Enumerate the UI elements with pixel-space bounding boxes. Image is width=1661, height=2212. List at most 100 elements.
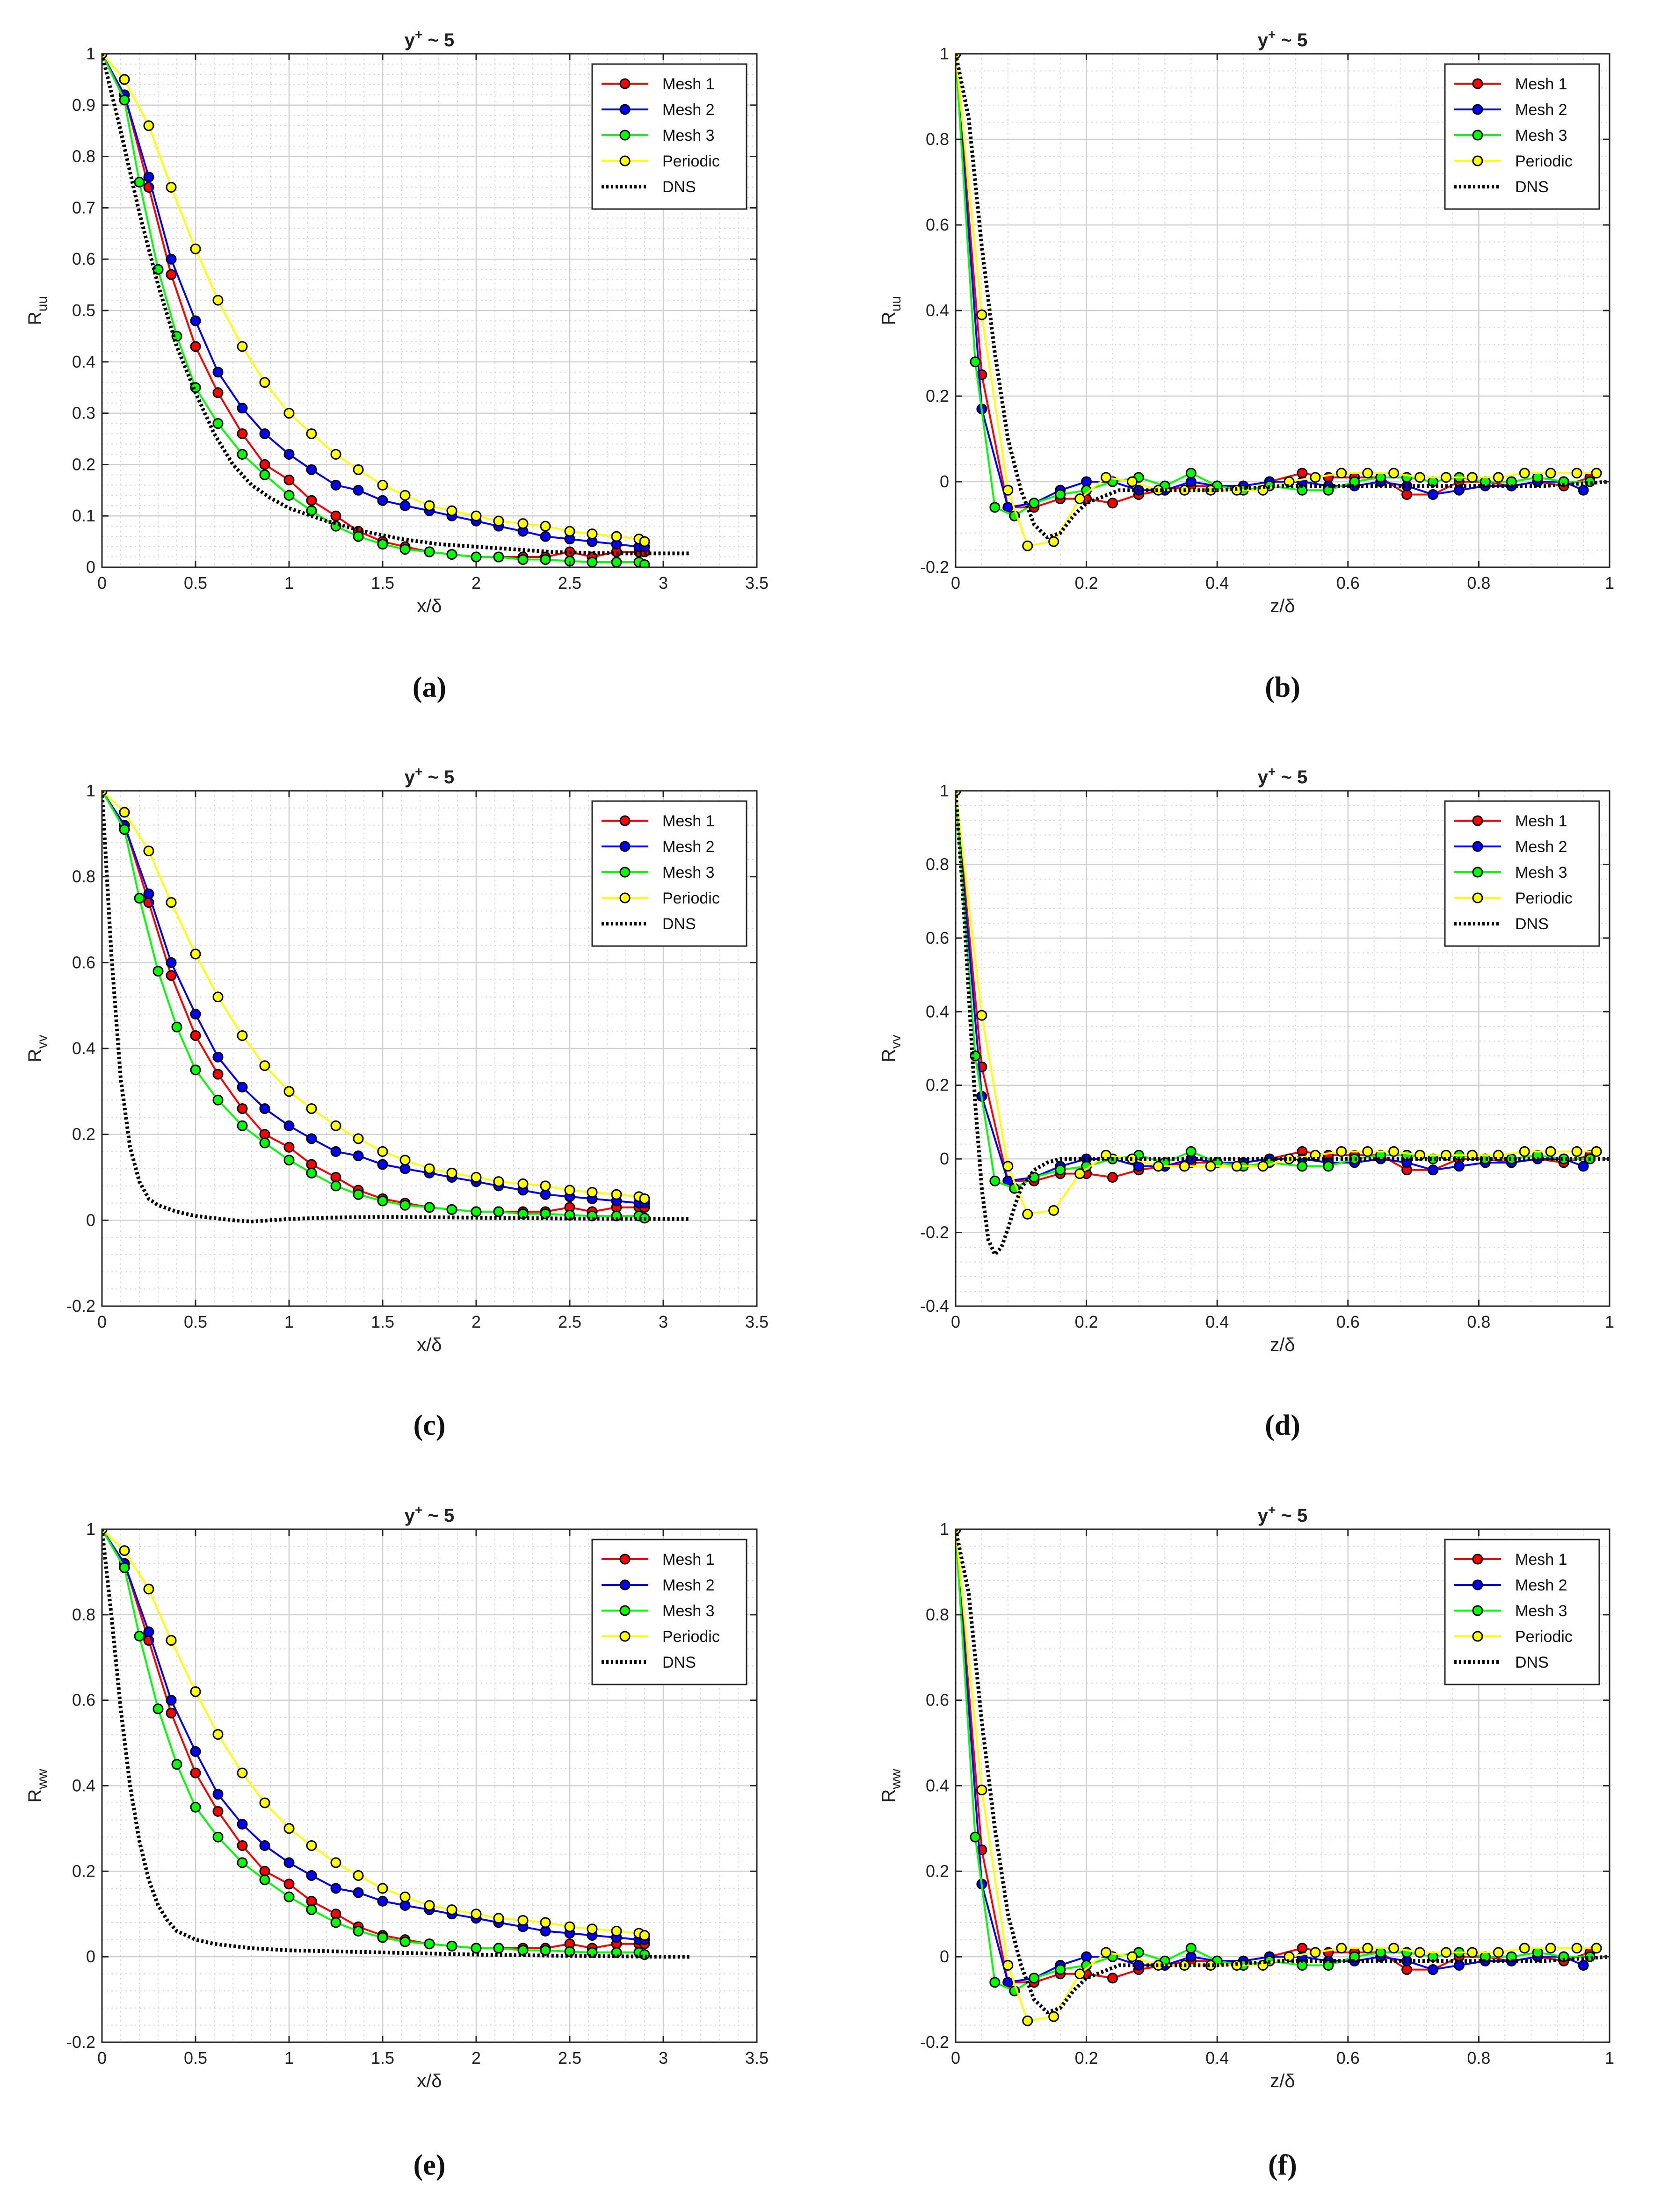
x-tick-label: 0 [951, 1312, 960, 1331]
data-point-periodic [1414, 472, 1426, 483]
data-point-periodic [259, 377, 270, 388]
x-tick-label: 1 [284, 2048, 294, 2067]
x-tick-label: 0.8 [1467, 1312, 1490, 1331]
data-point-periodic [471, 1172, 482, 1183]
legend: Mesh 1 Mesh 2 Mesh 3 Periodic DNS [591, 63, 747, 210]
legend-marker-periodic [619, 1631, 631, 1642]
data-point-periodic [212, 1729, 224, 1740]
legend-marker-mesh-1 [1472, 78, 1483, 89]
y-tick-label: 0 [940, 1149, 949, 1168]
data-point-periodic [540, 520, 551, 532]
data-point-periodic [283, 1823, 295, 1834]
legend-label-mesh-3: Mesh 3 [1515, 864, 1567, 882]
data-point-mesh-3 [1185, 1943, 1197, 1954]
data-point-mesh-3 [212, 1831, 224, 1843]
data-point-mesh-3 [377, 1932, 388, 1943]
data-point-mesh-2 [1428, 1164, 1439, 1176]
data-point-mesh-3 [134, 177, 145, 188]
data-point-periodic [353, 464, 364, 475]
legend-marker-mesh-2 [1472, 1579, 1483, 1590]
data-point-periodic [166, 1635, 177, 1646]
y-tick-label: -0.2 [920, 2032, 949, 2052]
legend-box [1444, 1539, 1600, 1685]
data-point-periodic [1545, 1146, 1556, 1157]
data-point-periodic [330, 1120, 341, 1131]
data-point-periodic [587, 1187, 598, 1198]
data-point-mesh-2 [540, 531, 551, 542]
data-point-mesh-3 [493, 1206, 504, 1217]
y-tick-label: 0.6 [72, 953, 95, 972]
data-point-periodic [1591, 468, 1602, 479]
data-point-mesh-3 [377, 1195, 388, 1207]
legend-label-mesh-1: Mesh 1 [662, 1551, 715, 1569]
data-point-periodic [564, 1185, 575, 1196]
data-point-periodic [471, 510, 482, 521]
chart-title: y+ ~ 5 [1258, 1503, 1307, 1526]
x-tick-label: 0 [97, 1312, 107, 1331]
data-point-mesh-2 [306, 1870, 317, 1881]
data-point-mesh-3 [1323, 1161, 1334, 1172]
series-group [102, 791, 689, 1224]
series-line-dns [102, 1529, 689, 1959]
data-point-periodic [1002, 484, 1014, 496]
panel-caption: (a) [413, 672, 446, 703]
y-tick-label: 0.2 [926, 1861, 949, 1880]
data-point-periodic [1284, 476, 1295, 487]
legend-label-dns: DNS [662, 178, 696, 196]
x-tick-label: 1.5 [371, 1312, 394, 1331]
x-tick-label: 1 [1605, 573, 1614, 593]
data-point-periodic [1022, 540, 1033, 551]
x-tick-label: 1 [284, 1312, 294, 1331]
data-point-mesh-3 [471, 1943, 482, 1954]
data-point-mesh-3 [134, 893, 145, 904]
legend-label-mesh-1: Mesh 1 [662, 75, 715, 93]
legend-label-periodic: Periodic [662, 1628, 720, 1646]
x-tick-label: 0.6 [1336, 2048, 1360, 2067]
data-point-mesh-2 [1578, 1959, 1589, 1971]
y-tick-label: 0.4 [72, 352, 95, 371]
y-tick-label: 0.9 [72, 95, 95, 115]
data-point-mesh-3 [446, 549, 457, 560]
data-point-periodic [377, 1883, 388, 1894]
x-tick-label: 0.2 [1075, 573, 1098, 593]
data-point-periodic [1545, 1943, 1556, 1954]
data-point-mesh-3 [424, 1938, 435, 1950]
x-tick-label: 0 [951, 573, 960, 593]
x-tick-label: 0.4 [1205, 2048, 1229, 2067]
data-point-mesh-2 [190, 1746, 201, 1757]
data-point-periodic [330, 448, 341, 460]
legend-label-mesh-1: Mesh 1 [662, 812, 715, 830]
data-point-periodic [1153, 1959, 1164, 1971]
data-point-mesh-2 [237, 1819, 248, 1830]
data-point-mesh-1 [1107, 498, 1118, 509]
legend-marker-mesh-3 [619, 1605, 631, 1616]
chart-title: y+ ~ 5 [405, 764, 454, 788]
y-tick-label: -0.2 [66, 2032, 95, 2052]
x-tick-label: 2.5 [558, 1312, 581, 1331]
data-point-mesh-3 [306, 1167, 317, 1178]
legend-label-mesh-3: Mesh 3 [1515, 127, 1567, 145]
series-group [956, 54, 1610, 551]
chart-panel-4: 0 0.2 0.4 0.6 0.8 1 -0.4 -0.2 0 0.2 0.4 0.6 0.8 1 y+ ~… [878, 764, 1614, 1441]
data-point-mesh-2 [353, 1150, 364, 1162]
data-point-mesh-1 [237, 428, 248, 440]
x-tick-label: 2 [471, 2048, 481, 2067]
data-point-mesh-1 [190, 1030, 201, 1041]
y-tick-label: 0 [86, 557, 95, 577]
data-point-mesh-3 [353, 1925, 364, 1937]
data-point-mesh-2 [143, 888, 154, 899]
data-point-periodic [424, 1163, 435, 1174]
data-point-periodic [639, 536, 650, 547]
data-point-periodic [540, 1917, 551, 1928]
chart-title: y+ ~ 5 [1258, 764, 1307, 788]
y-tick-label: -0.4 [920, 1296, 949, 1316]
y-tick-label: 0.2 [72, 455, 95, 474]
data-point-mesh-3 [353, 531, 364, 542]
data-point-mesh-1 [1107, 1973, 1118, 1984]
legend-marker-periodic [1472, 1631, 1483, 1642]
data-point-mesh-3 [493, 1943, 504, 1954]
data-point-periodic [1022, 1208, 1033, 1220]
legend-label-mesh-3: Mesh 3 [662, 864, 715, 882]
data-point-mesh-3 [540, 1945, 551, 1956]
data-point-mesh-3 [587, 557, 598, 567]
